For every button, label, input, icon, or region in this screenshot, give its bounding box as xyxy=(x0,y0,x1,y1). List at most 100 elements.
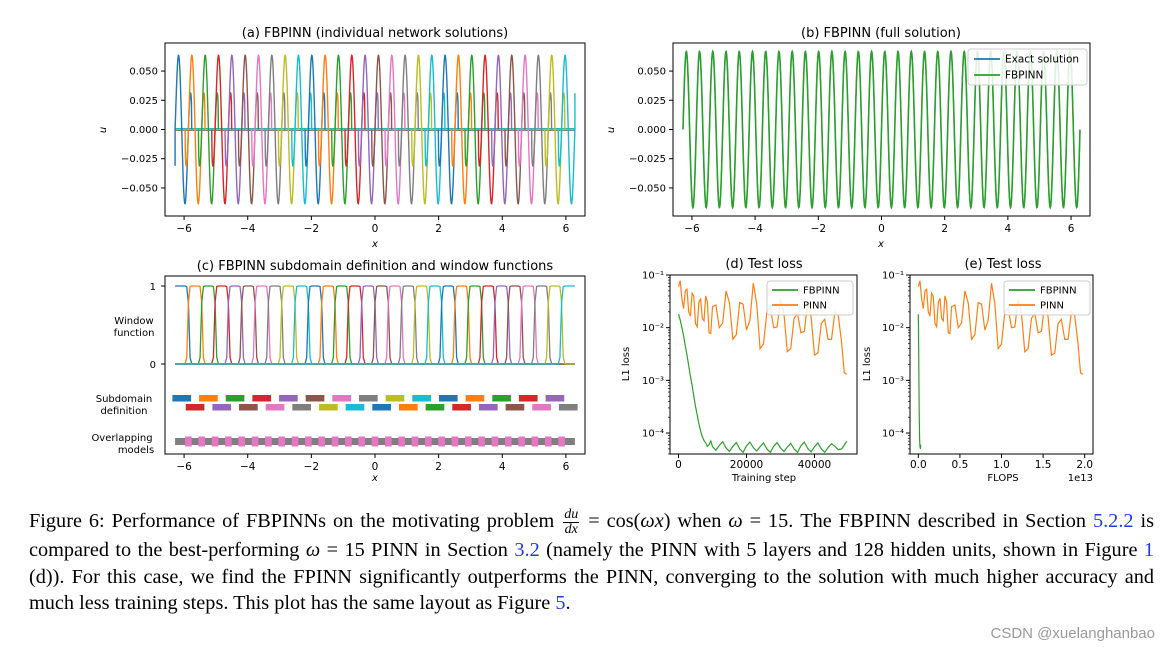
y-tick-label: −0.050 xyxy=(629,183,666,194)
y-tick-label: 10⁻⁴ xyxy=(642,429,664,440)
x-tick-label: −4 xyxy=(240,223,256,235)
subdomain-bar xyxy=(425,404,445,411)
x-tick-label: −6 xyxy=(684,223,700,235)
x-tick-label: 2.0 xyxy=(1076,459,1093,471)
caption-part: (namely the PINN with 5 layers and 128 h… xyxy=(539,539,1144,561)
subdomain-bar xyxy=(212,404,232,411)
caption-frac-num: du xyxy=(563,507,580,523)
overlap-region xyxy=(185,436,192,447)
d-legend-fbpinn-label: FBPINN xyxy=(803,286,840,297)
window-function-curve xyxy=(175,285,575,365)
subdomain-bar xyxy=(292,404,312,411)
figure: (a) FBPINN (individual network solutions… xyxy=(91,26,1094,484)
fbpinn-solution-line xyxy=(682,49,1081,210)
panel-c-overlapping-models xyxy=(175,436,575,447)
subdomain-bar xyxy=(518,395,538,402)
watermark: CSDN @xuelanghanbao xyxy=(990,625,1156,642)
overlap-region xyxy=(424,436,432,447)
panel-e-ticks: 0.0 0.5 1.0 1.5 2.0 10⁻¹ 10⁻² 10⁻³ 10⁻⁴ xyxy=(882,271,1093,472)
caption-part: ) when xyxy=(663,510,729,533)
panel-e-ylabel: L1 loss xyxy=(862,347,873,381)
subdomain-bar xyxy=(332,395,352,402)
overlap-region xyxy=(345,436,352,447)
subdomain-bar xyxy=(239,404,258,411)
overlap-region xyxy=(384,436,392,447)
overlap-region xyxy=(331,436,339,447)
panel-b-legend-box xyxy=(967,48,1088,86)
caption-link-figure-1[interactable]: 1 xyxy=(1143,539,1155,561)
panel-c-window-functions xyxy=(175,285,575,365)
x-tick-label: 4 xyxy=(499,461,506,473)
c-row-label-window-1: Window xyxy=(114,316,153,327)
panel-c-subdomains xyxy=(172,395,578,411)
subdomain-bar xyxy=(252,395,272,402)
subdomain-bar xyxy=(225,395,245,402)
overlap-region xyxy=(398,436,405,447)
x-tick-label: 2 xyxy=(941,223,948,235)
overlap-region xyxy=(265,436,272,447)
overlap-region xyxy=(318,436,326,447)
caption-link-section-3-2[interactable]: 3.2 xyxy=(514,539,540,561)
panel-b-ticks: −6 −4 −2 0 2 4 6 0.050 0.025 0.000 −0.025 −0.050 xyxy=(629,67,1075,235)
overlap-region xyxy=(278,436,286,447)
overlap-region xyxy=(451,436,459,447)
caption-link-figure-5[interactable]: 5 xyxy=(555,592,566,614)
x-tick-label: 4 xyxy=(1005,223,1012,235)
caption-part: = cos( xyxy=(581,510,641,533)
x-tick-label: 4 xyxy=(499,223,506,235)
caption-link-section-5-2-2[interactable]: 5.2.2 xyxy=(1092,510,1134,533)
y-tick-label: 0.050 xyxy=(637,67,666,78)
x-tick-label: 0.5 xyxy=(952,459,969,471)
overlap-region xyxy=(238,436,246,447)
legend-fbpinn-label: FBPINN xyxy=(1005,70,1043,82)
subdomain-bar xyxy=(478,404,498,411)
overlap-region xyxy=(518,436,525,447)
subdomain-bar xyxy=(319,404,338,411)
panel-e-curves xyxy=(917,280,1084,450)
caption-part: . xyxy=(565,592,571,614)
caption-frac-den: dx xyxy=(564,522,578,537)
c-row-label-overlap-1: Overlapping xyxy=(91,433,152,444)
panel-c-title: (c) FBPINN subdomain definition and wind… xyxy=(197,259,554,274)
panel-d-ticks: 0 20000 40000 10⁻¹ 10⁻² 10⁻³ 10⁻⁴ xyxy=(642,271,831,472)
subdomain-bar xyxy=(505,404,525,411)
panel-d-ylabel: L1 loss xyxy=(621,347,632,381)
x-tick-label: −2 xyxy=(811,223,826,235)
overlap-region xyxy=(544,436,552,447)
panel-b: (b) FBPINN (full solution) −6 −4 −2 0 2 4 6 0.0… xyxy=(606,26,1091,250)
subdomain-bar xyxy=(359,395,378,402)
x-tick-label: 1.0 xyxy=(993,459,1010,471)
subdomain-bar xyxy=(492,395,511,402)
caption-part: = 15. The FBPINN described in Section xyxy=(742,510,1093,533)
y-tick-label: 10⁻³ xyxy=(642,376,664,387)
caption-part: = 15 PINN in Section xyxy=(320,539,515,561)
x-tick-label: 6 xyxy=(563,223,570,235)
overlap-region xyxy=(438,436,445,447)
overlap-region xyxy=(305,436,312,447)
subdomain-bar xyxy=(412,395,431,402)
panel-b-title: (b) FBPINN (full solution) xyxy=(801,26,961,41)
panel-d-title: (d) Test loss xyxy=(725,257,803,272)
overlap-region xyxy=(504,436,512,447)
subdomain-bar xyxy=(345,404,365,411)
panel-a-ylabel: u xyxy=(98,127,109,133)
subdomain-bar xyxy=(185,404,205,411)
subdomain-bar xyxy=(265,404,285,411)
x-tick-label: −4 xyxy=(240,461,256,473)
caption-math: ω xyxy=(305,539,321,561)
c-row-label-subdomain-1: Subdomain xyxy=(96,394,152,405)
x-tick-label: 6 xyxy=(1068,223,1075,235)
caption-part: is compared to the best-performing xyxy=(29,510,1155,561)
panel-b-xlabel: x xyxy=(877,239,884,250)
y-tick-label: 10⁻⁴ xyxy=(882,429,904,440)
c-row-label-overlap-2: models xyxy=(118,445,154,456)
overlap-region xyxy=(251,436,259,447)
caption-math: ωx xyxy=(640,510,664,533)
subdomain-bar xyxy=(558,404,578,411)
y-tick-label: 0.000 xyxy=(129,125,158,136)
panel-c: (c) FBPINN subdomain definition and wind… xyxy=(91,259,586,484)
overlap-region xyxy=(225,436,232,447)
panel-d-xlabel: Training step xyxy=(731,473,796,484)
x-tick-label: 0 xyxy=(878,223,885,235)
y-tick-label: −0.025 xyxy=(121,154,158,165)
